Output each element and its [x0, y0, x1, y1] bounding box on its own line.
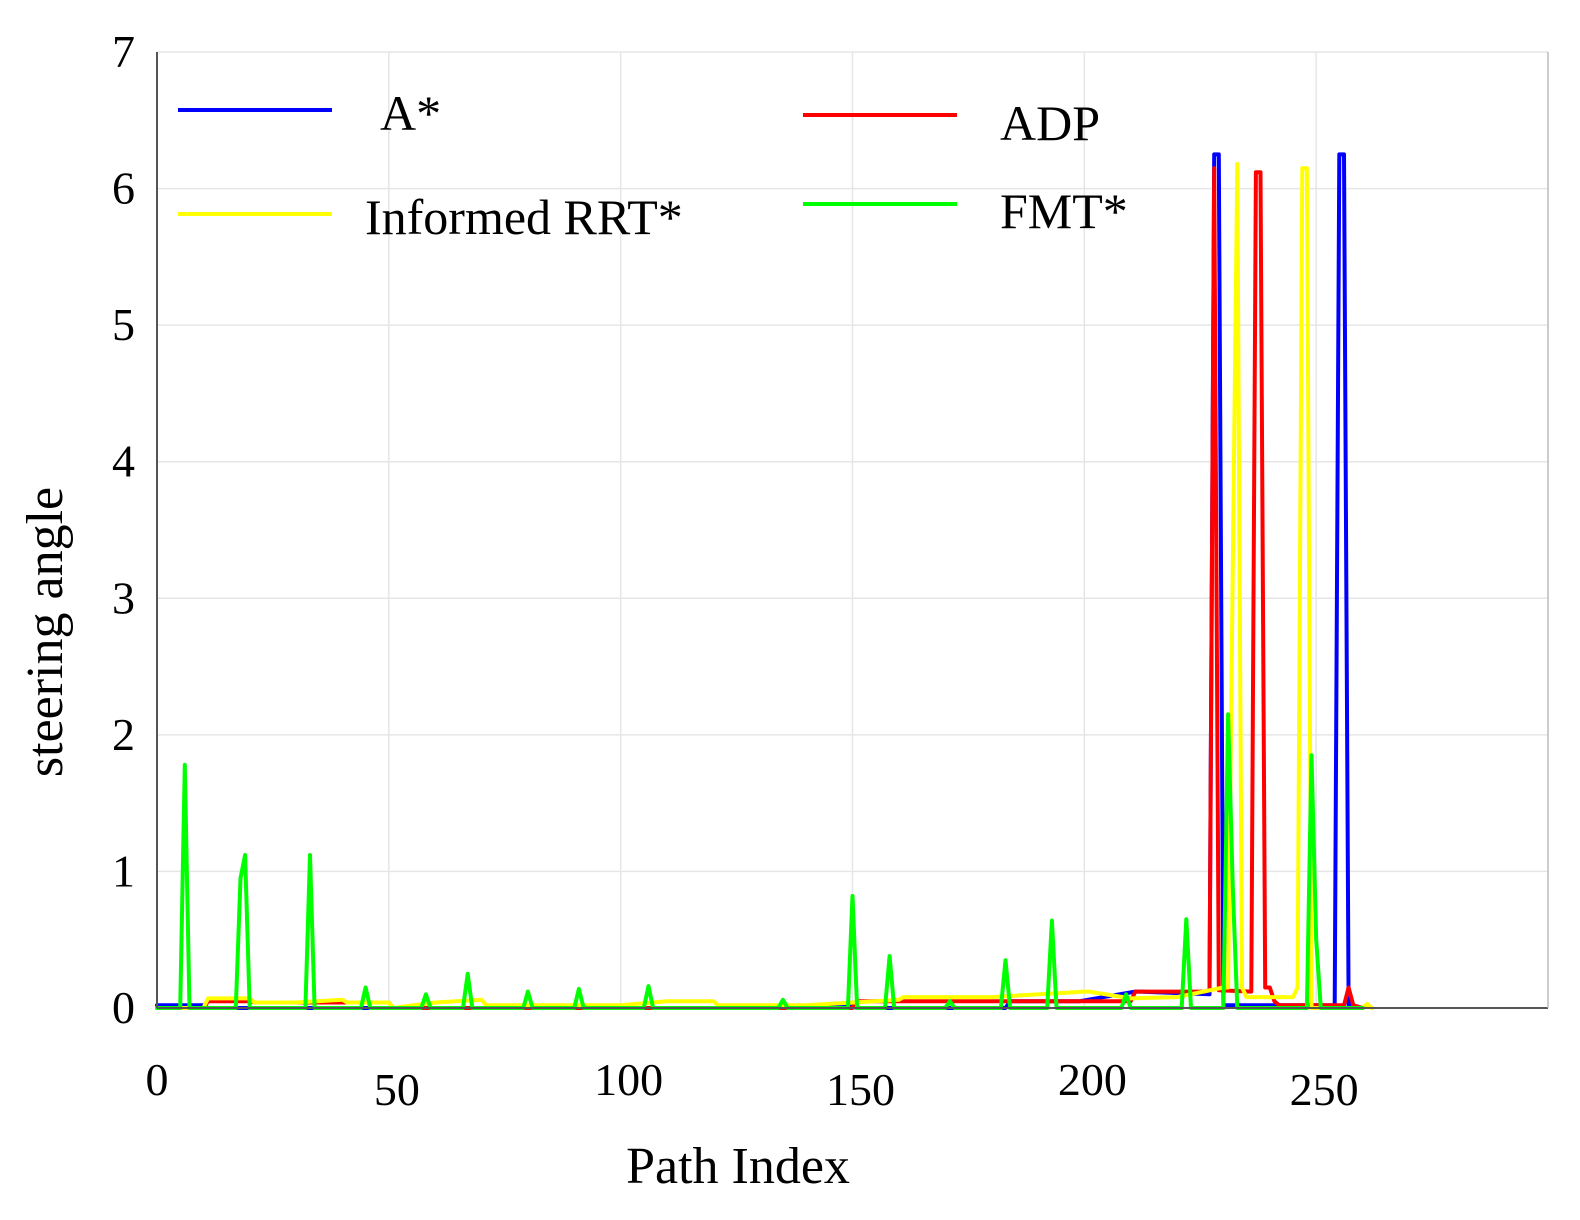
x-tick-label-250: 250 [1290, 1064, 1359, 1115]
y-tick-label-0: 0 [112, 982, 135, 1033]
legend-label-adp: ADP [1000, 95, 1100, 151]
y-tick-label-4: 4 [112, 436, 135, 487]
series-line-3 [155, 712, 1365, 1010]
y-tick-label-1: 1 [112, 845, 135, 896]
legend-label-fmt: FMT* [1000, 183, 1128, 239]
grid-lines [157, 51, 1548, 1008]
x-tick-label-0: 0 [146, 1054, 169, 1105]
x-axis-label: Path Index [626, 1138, 850, 1195]
legend: A* ADP Informed RRT* FMT* [178, 85, 1128, 245]
y-tick-label-3: 3 [112, 572, 135, 623]
y-tick-label-6: 6 [112, 163, 135, 214]
series-line-2 [155, 162, 1374, 1010]
x-tick-label-50: 50 [374, 1064, 420, 1115]
series-line-0 [155, 152, 1365, 1010]
legend-label-informed-rrt: Informed RRT* [365, 189, 683, 245]
y-tick-label-2: 2 [112, 709, 135, 760]
y-tick-label-7: 7 [112, 26, 135, 77]
series-lines [155, 152, 1374, 1010]
y-tick-label-5: 5 [112, 299, 135, 350]
x-tick-label-150: 150 [826, 1064, 895, 1115]
series-line-1 [155, 166, 1365, 1010]
tick-labels: 0 1 2 3 4 5 6 7 0 50 100 150 200 250 [112, 26, 1359, 1115]
x-tick-label-100: 100 [594, 1054, 663, 1105]
legend-label-a-star: A* [380, 85, 441, 141]
x-tick-label-200: 200 [1058, 1054, 1127, 1105]
axes [156, 52, 1549, 1009]
y-axis-label: steering angle [17, 487, 74, 777]
